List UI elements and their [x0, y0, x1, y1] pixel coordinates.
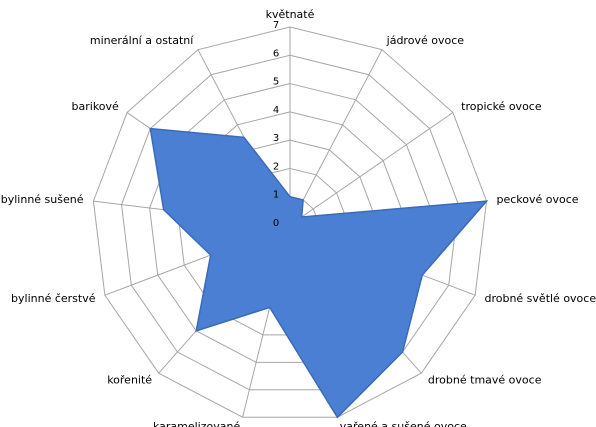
grid-ring — [92, 26, 488, 418]
r-tick-label: 5 — [273, 77, 279, 88]
grid-ring — [121, 54, 459, 391]
r-tick-label: 7 — [273, 20, 279, 31]
r-tick-label: 3 — [273, 133, 279, 144]
category-label: vařené a sušené ovoce — [340, 420, 467, 427]
category-label: bylinné sušené — [1, 193, 84, 206]
category-label: peckové ovoce — [496, 193, 578, 206]
r-tick-label: 6 — [273, 48, 279, 59]
spoke — [289, 112, 454, 226]
category-label: karamelizované — [153, 420, 241, 427]
category-label: kořenité — [107, 374, 152, 387]
r-tick-label: 0 — [273, 218, 279, 229]
r-tick-label: 1 — [273, 190, 279, 201]
category-label: barikové — [72, 100, 120, 113]
category-label: tropické ovoce — [461, 100, 542, 113]
r-tick-label: 2 — [273, 161, 279, 172]
category-label: jádrové ovoce — [386, 34, 465, 47]
r-tick-label: 4 — [273, 105, 279, 116]
category-label: drobné světlé ovoce — [484, 292, 596, 305]
category-label: bylinné čerstvé — [11, 292, 96, 305]
radar-area — [149, 127, 489, 419]
category-label: drobné tmavé ovoce — [428, 374, 542, 387]
category-label: minerální a ostatní — [90, 34, 194, 47]
spoke — [289, 49, 383, 226]
category-label: květnaté — [266, 8, 315, 21]
